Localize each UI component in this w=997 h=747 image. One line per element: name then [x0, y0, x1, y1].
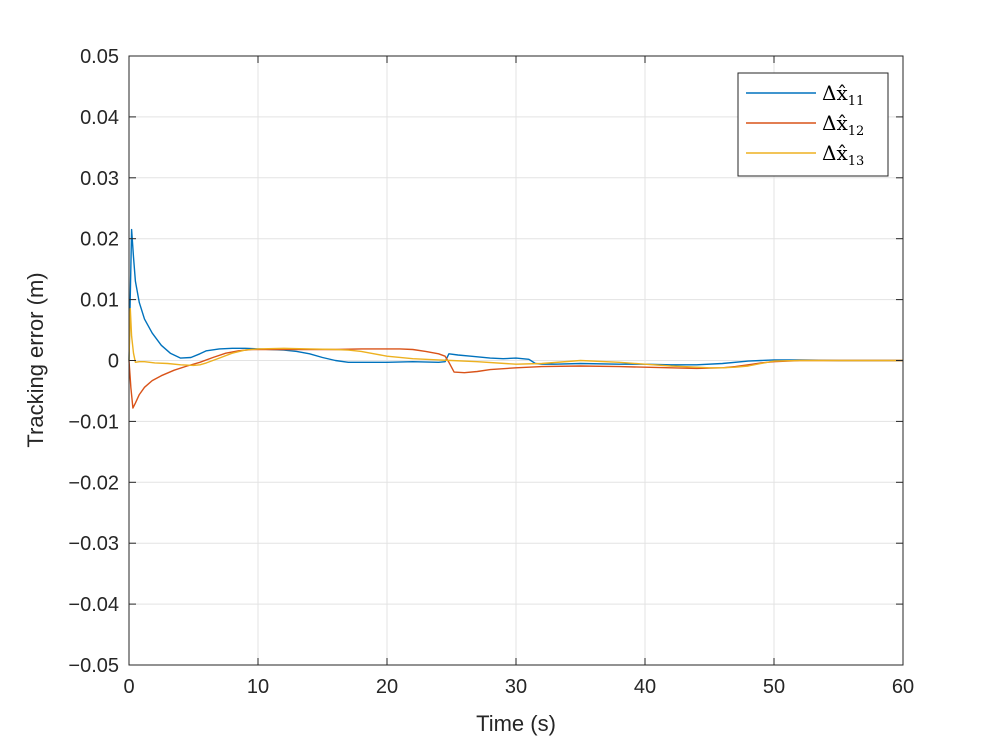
series-layer: [128, 228, 903, 409]
y-tick-label: 0.03: [80, 168, 119, 190]
y-tick-label: 0.02: [80, 229, 119, 251]
x-tick-label: 60: [892, 676, 914, 698]
x-axis-label: Time (s): [476, 711, 556, 736]
legend-label-13: Δx̂13: [822, 141, 864, 169]
y-tick-label: 0.04: [80, 107, 119, 129]
tick-marks: [128, 55, 904, 666]
y-tick-label: −0.03: [68, 533, 119, 555]
y-tick-label: 0.05: [80, 46, 119, 68]
y-tick-label: −0.01: [68, 411, 119, 433]
y-axis-label: Tracking error (m): [23, 272, 48, 447]
legend-label-name: Δx̂: [822, 111, 848, 135]
legend-label-subscript: 13: [848, 154, 865, 169]
legend-label-name: Δx̂: [822, 141, 848, 165]
legend-label-12: Δx̂12: [822, 111, 864, 139]
y-tick-label: −0.02: [68, 472, 119, 494]
legend-label-name: Δx̂: [822, 81, 848, 105]
legend-label-subscript: 11: [848, 94, 865, 109]
y-tick-label: 0.01: [80, 290, 119, 312]
tick-labels: 0 10 20 30 40 50 60 −0.05 −0.04 −0.03 −0.02 −0.01 0 0…: [68, 46, 914, 698]
series-line-11: [128, 228, 903, 366]
x-tick-label: 40: [634, 676, 656, 698]
y-tick-label: 0: [108, 351, 119, 373]
x-tick-label: 10: [247, 676, 269, 698]
legend-label-11: Δx̂11: [822, 81, 864, 109]
legend-label-subscript: 12: [848, 124, 865, 139]
y-tick-label: −0.05: [68, 655, 119, 677]
x-tick-label: 0: [123, 676, 134, 698]
x-tick-label: 30: [505, 676, 527, 698]
series-line-13: [128, 308, 903, 369]
x-tick-label: 50: [763, 676, 785, 698]
x-tick-label: 20: [376, 676, 398, 698]
y-tick-label: −0.04: [68, 594, 119, 616]
legend-box: [737, 72, 889, 177]
